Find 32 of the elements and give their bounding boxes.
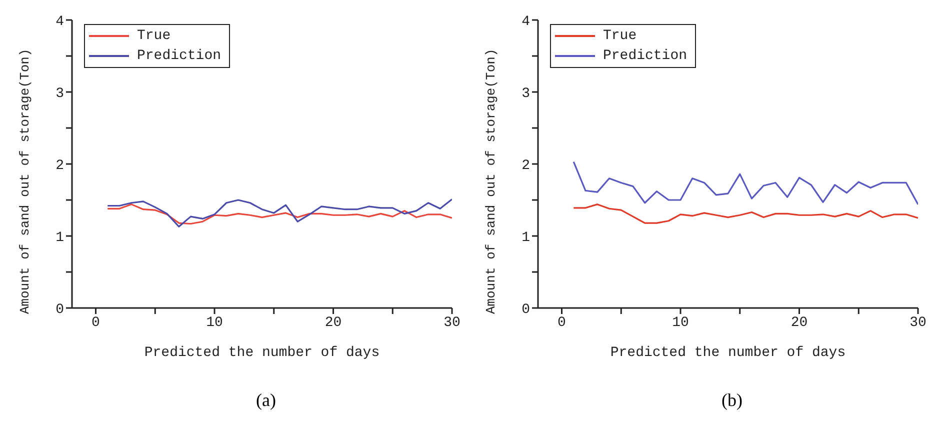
y-tick-label: 0 (522, 302, 530, 318)
legend-label: Prediction (603, 47, 688, 66)
y-tick-label: 2 (522, 158, 530, 174)
x-tick-label: 30 (444, 314, 460, 331)
x-tick-label: 0 (558, 314, 566, 331)
x-tick-label: 20 (324, 314, 342, 331)
legend-label: Prediction (137, 47, 222, 66)
line-series (106, 204, 452, 225)
text: (a) (255, 390, 277, 411)
y-axis-title: Amount of sand out of storage(Ton) (18, 48, 33, 314)
line-series (572, 204, 918, 224)
x-tick-label: 10 (672, 314, 689, 331)
x-tick-label: 20 (790, 314, 808, 331)
text: (b) (720, 390, 744, 411)
y-axis-title: Amount of sand out of storage(Ton) (484, 48, 499, 314)
y-tick-label: 4 (522, 14, 530, 30)
y-tick-label: 0 (56, 302, 64, 318)
y-tick-label: 1 (56, 230, 64, 246)
y-tick-label: 1 (522, 230, 530, 246)
line-series (106, 198, 452, 228)
y-tick-label: 4 (56, 14, 64, 30)
y-tick-label: 3 (522, 86, 530, 102)
legend-label: True (603, 27, 637, 46)
x-tick-label: 30 (910, 314, 926, 331)
x-tick-label: 10 (206, 314, 223, 331)
legend-label: True (137, 27, 171, 46)
x-axis-title: Predicted the number of days (144, 345, 380, 361)
line-series (572, 161, 918, 206)
y-tick-label: 3 (56, 86, 64, 102)
x-tick-label: 0 (92, 314, 100, 331)
y-tick-label: 2 (56, 158, 64, 174)
x-axis-title: Predicted the number of days (610, 345, 846, 361)
